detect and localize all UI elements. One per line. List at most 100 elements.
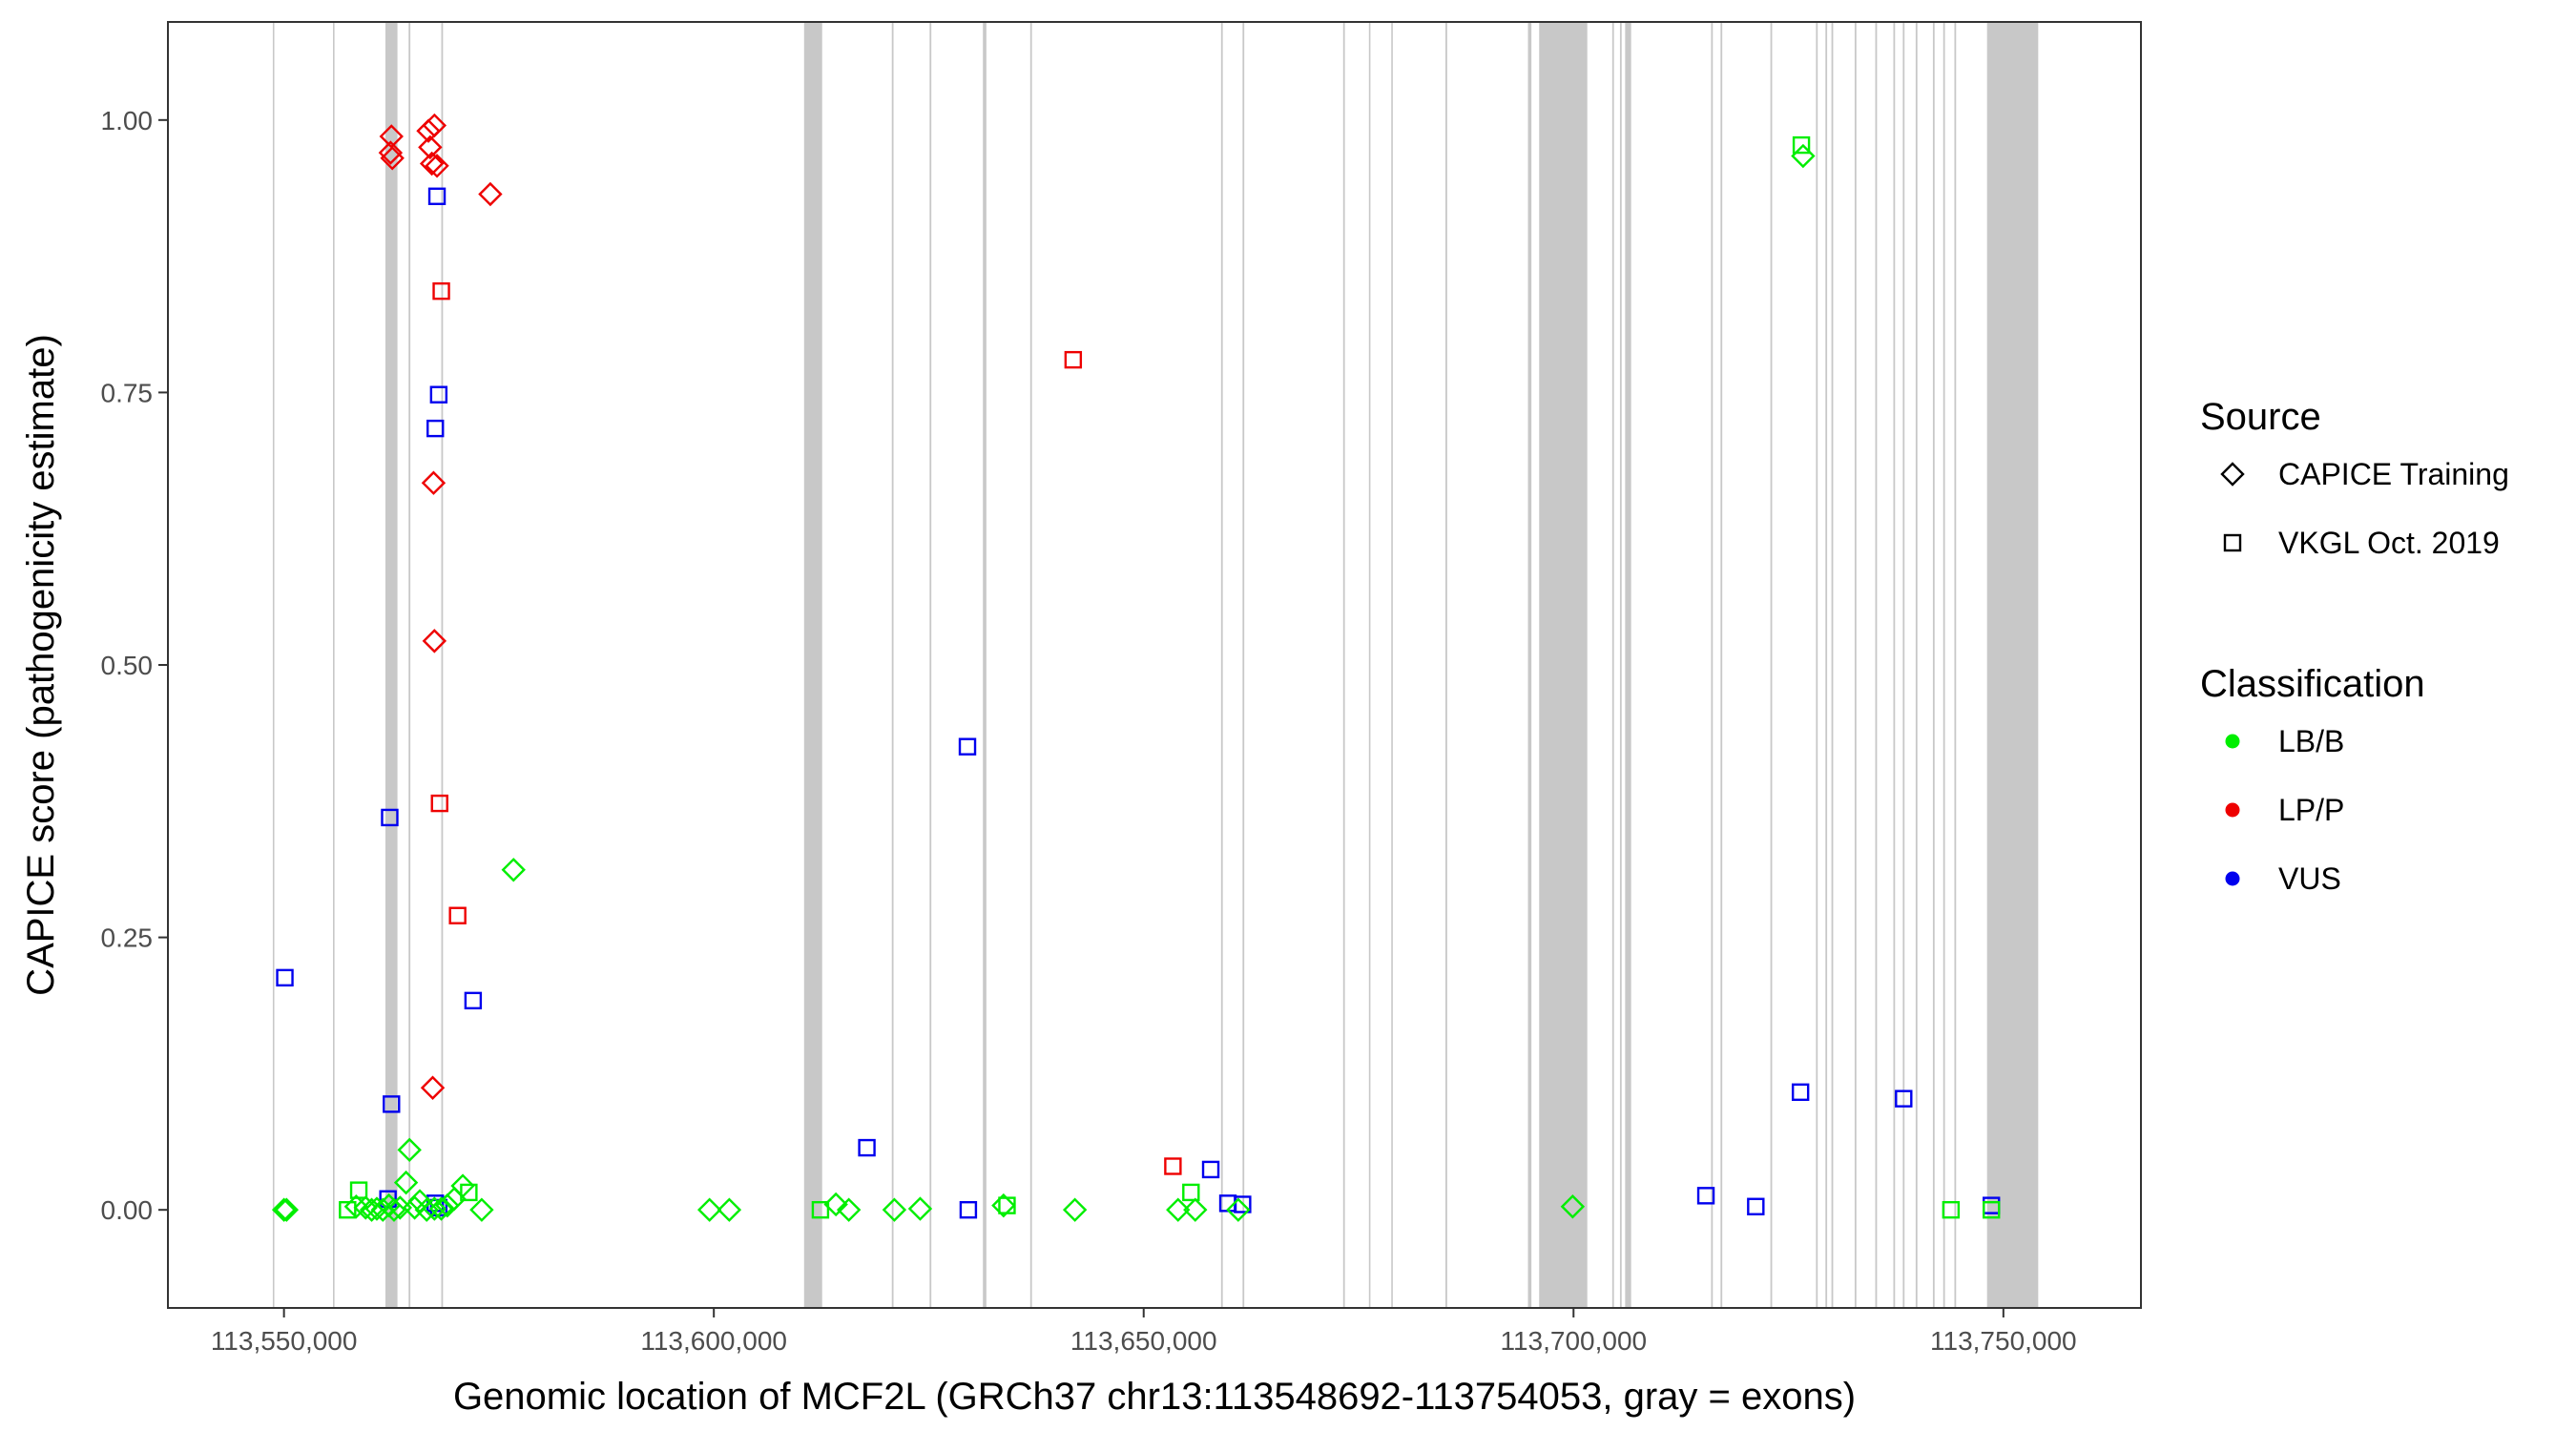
data-point [422, 1196, 447, 1221]
x-axis-title: Genomic location of MCF2L (GRCh37 chr13:… [453, 1376, 1856, 1418]
data-point [393, 1170, 419, 1195]
data-point [397, 1137, 422, 1163]
y-tick-label: 0.75 [101, 378, 154, 407]
exon-band [1711, 22, 1714, 1308]
exon-band [333, 22, 335, 1308]
data-point [1234, 1195, 1252, 1213]
data-point [427, 187, 447, 205]
exon-band [1619, 22, 1622, 1308]
data-point [382, 1197, 406, 1222]
x-axis: 113,550,000 113,600,000 113,650,000 113,700… [211, 1308, 2077, 1356]
data-point [419, 151, 445, 176]
exon-band [384, 22, 398, 1308]
data-point [717, 1197, 742, 1222]
exon-band [272, 22, 275, 1308]
exon-band [1875, 22, 1878, 1308]
data-point [998, 1196, 1016, 1214]
data-point [958, 737, 977, 756]
exon-band [891, 22, 894, 1308]
legend-key [2225, 802, 2240, 818]
exon-band [1831, 22, 1834, 1308]
y-tick-label: 0.50 [101, 651, 154, 680]
data-point [432, 281, 450, 301]
exon-band [1986, 22, 2039, 1308]
data-point [811, 1200, 830, 1219]
exon-band [1368, 22, 1371, 1308]
data-point [428, 1196, 454, 1221]
data-point [420, 1075, 446, 1100]
exon-band [1391, 22, 1393, 1308]
x-tick-label: 113,700,000 [1500, 1326, 1647, 1356]
data-point [379, 124, 404, 149]
data-point [469, 1197, 494, 1222]
data-point [1226, 1197, 1251, 1222]
data-point [383, 1095, 401, 1113]
data-point [1062, 1197, 1088, 1222]
data-point [1560, 1194, 1586, 1219]
data-point [426, 419, 445, 438]
data-point [425, 154, 449, 178]
data-point [1166, 1197, 1191, 1222]
data-point [380, 146, 405, 171]
exon-band [929, 22, 932, 1308]
exon-band [1720, 22, 1723, 1308]
data-point [460, 1183, 478, 1202]
data-point [407, 1189, 432, 1213]
x-tick-label: 113,650,000 [1070, 1326, 1217, 1356]
data-point [1164, 1157, 1182, 1175]
plot-background [168, 22, 2141, 1308]
exon-band [1854, 22, 1857, 1308]
exon-band [1342, 22, 1345, 1308]
data-point [421, 470, 447, 495]
legend-label: VKGL Oct. 2019 [2278, 526, 2500, 560]
x-tick-label: 113,550,000 [211, 1326, 358, 1356]
data-point [450, 1173, 475, 1198]
exon-band [1611, 22, 1614, 1308]
exon-band [803, 22, 822, 1308]
data-point [349, 1181, 368, 1199]
data-point [274, 1197, 300, 1222]
exon-band [441, 22, 444, 1308]
data-point [378, 140, 404, 165]
y-tick-label: 0.25 [101, 923, 154, 953]
y-axis: 0.00 0.25 0.50 0.75 1.00 [101, 106, 168, 1225]
data-point [882, 1197, 907, 1222]
x-tick-label: 113,600,000 [640, 1326, 787, 1356]
legend-label: LB/B [2278, 724, 2344, 758]
data-point [1747, 1197, 1765, 1215]
exon-band [1242, 22, 1245, 1308]
data-point [1895, 1089, 1913, 1108]
legend-label: CAPICE Training [2278, 457, 2509, 491]
legend-label: LP/P [2278, 793, 2344, 827]
data-points [271, 113, 2001, 1222]
data-point [478, 181, 503, 207]
y-tick-label: 0.00 [101, 1195, 154, 1225]
exon-band [1954, 22, 1957, 1308]
data-point [422, 629, 447, 653]
data-point [430, 794, 448, 813]
legend-key [2223, 533, 2242, 552]
data-point [1983, 1200, 2001, 1219]
legend-key [2220, 462, 2245, 487]
legend-label: VUS [2278, 861, 2341, 896]
data-point [364, 1196, 389, 1221]
data-point [836, 1197, 862, 1222]
data-point [1182, 1183, 1200, 1202]
data-point [1064, 350, 1083, 369]
data-point [696, 1197, 722, 1222]
data-point [1201, 1160, 1220, 1179]
exon-band [1932, 22, 1935, 1308]
data-point [959, 1200, 978, 1219]
legend: Source CAPICE Training VKGL Oct. 2019 Class… [2200, 396, 2509, 896]
data-point [416, 118, 441, 143]
exon-band [1029, 22, 1032, 1308]
data-point [1183, 1197, 1208, 1222]
exon-band [1915, 22, 1918, 1308]
exon-band [1825, 22, 1828, 1308]
data-point [381, 808, 399, 827]
data-point [353, 1195, 378, 1220]
legend-key [2225, 871, 2240, 886]
exon-band [1220, 22, 1223, 1308]
data-point [418, 135, 443, 160]
